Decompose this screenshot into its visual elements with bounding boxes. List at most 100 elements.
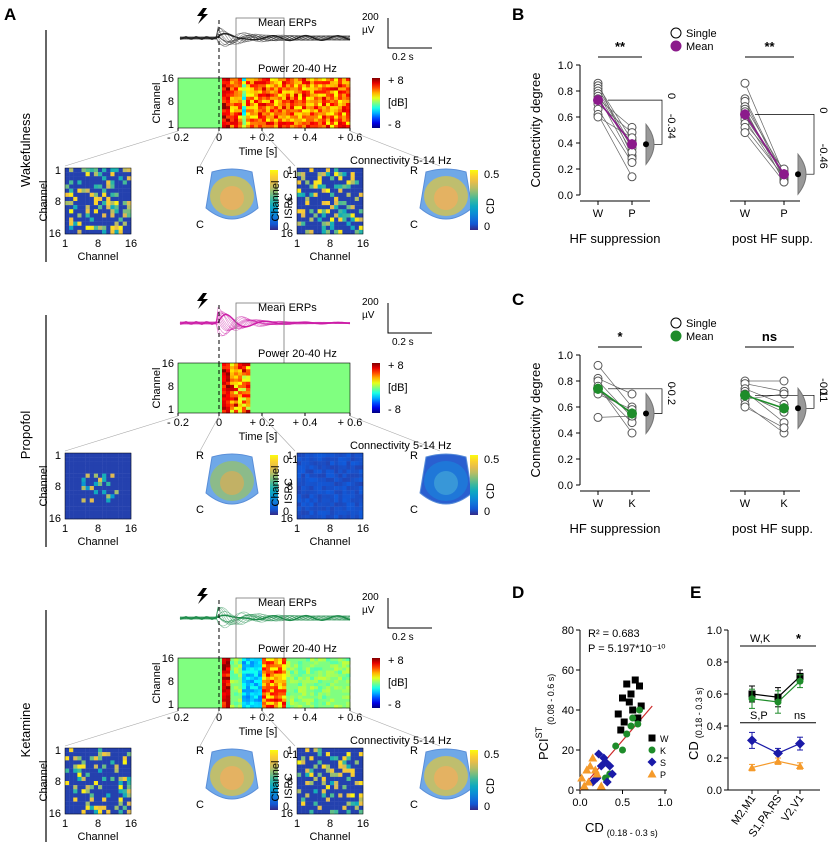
matrix-cell xyxy=(313,809,318,815)
head-activation-core xyxy=(434,766,458,790)
heatmap-cell xyxy=(250,698,255,703)
matrix-cell xyxy=(325,752,331,757)
heatmap-cell xyxy=(330,118,335,123)
heatmap-cell xyxy=(334,109,339,113)
heatmap-cell xyxy=(274,676,279,681)
heatmap-cell xyxy=(246,406,251,411)
heatmap-cell xyxy=(286,118,291,123)
matrix-cell xyxy=(89,457,95,462)
matrix-cell xyxy=(65,176,70,181)
heatmap-cell xyxy=(318,90,323,94)
heatmap-cell xyxy=(238,403,243,408)
heatmap-cell xyxy=(250,99,255,104)
matrix-cell xyxy=(114,752,119,757)
scatter-point-k xyxy=(629,714,637,722)
heatmap-cell xyxy=(278,692,283,696)
matrix-xtick: 1 xyxy=(294,818,300,830)
heatmap-cell xyxy=(234,403,239,408)
matrix-cell xyxy=(309,477,314,483)
heatmap-cell xyxy=(306,124,311,129)
matrix-cell xyxy=(85,469,90,474)
matrix-cell xyxy=(350,473,355,478)
matrix-cell xyxy=(325,797,331,802)
matrix-cell xyxy=(126,469,132,474)
heatmap-cell xyxy=(290,667,295,671)
matrix-cell xyxy=(317,498,322,503)
effect-value: -0.34 xyxy=(665,114,677,139)
matrix-cell xyxy=(342,776,347,782)
matrix-cell xyxy=(85,461,90,466)
matrix-cell xyxy=(118,465,123,470)
matrix-ytick: 1 xyxy=(55,165,61,177)
heatmap-cell xyxy=(254,87,259,91)
matrix-ytick: 1 xyxy=(287,450,293,462)
matrix-cell xyxy=(77,453,82,458)
matrix-cell xyxy=(334,225,339,231)
matrix-cell xyxy=(118,457,123,462)
matrix-cell xyxy=(342,465,347,470)
matrix-cell xyxy=(350,172,355,177)
matrix-cell xyxy=(114,221,119,226)
heatmap-xtick: + 0.4 xyxy=(293,132,318,144)
matrix-cell xyxy=(126,756,132,761)
guide-line xyxy=(349,415,441,452)
heatmap-cell xyxy=(310,121,315,126)
erp-traces xyxy=(179,26,351,47)
matrix-xtick: 16 xyxy=(125,818,137,830)
heatmap-cell xyxy=(298,689,303,693)
heatmap-cell xyxy=(282,78,287,82)
heatmap-cell xyxy=(342,78,347,82)
matrix-cell xyxy=(358,756,364,761)
matrix-cell xyxy=(77,748,82,753)
heatmap-cell xyxy=(250,670,255,674)
heatmap-cell xyxy=(266,658,271,662)
matrix-cell xyxy=(93,465,99,470)
matrix-cell xyxy=(77,192,82,198)
heatmap-cell xyxy=(298,103,303,107)
matrix-cell xyxy=(81,184,86,189)
heatmap-cell xyxy=(286,81,291,85)
heatmap-cell xyxy=(262,667,267,671)
matrix-cell xyxy=(317,514,322,520)
heatmap-cell xyxy=(270,689,275,693)
matrix-cell xyxy=(65,465,70,470)
matrix-cell xyxy=(354,805,360,811)
matrix-cell xyxy=(301,760,306,765)
heatmap-cell xyxy=(282,686,287,690)
heatmap-cell xyxy=(274,661,279,665)
matrix-cell xyxy=(305,797,310,802)
heatmap-cell xyxy=(314,118,319,123)
heatmap-cell xyxy=(234,87,239,91)
matrix-cell xyxy=(301,184,306,189)
matrix-cell xyxy=(354,490,360,495)
matrix-cell xyxy=(309,176,314,181)
heatmap-cell xyxy=(286,661,291,665)
matrix-cell xyxy=(301,217,306,222)
heatmap-cell xyxy=(306,106,311,110)
head-activation-core xyxy=(434,186,458,210)
matrix-cell xyxy=(297,209,302,214)
matrix-cell xyxy=(317,748,322,753)
heatmap-cell xyxy=(346,87,351,91)
matrix-cell xyxy=(354,748,360,753)
heatmap-cell xyxy=(298,87,303,91)
heatmap-cell xyxy=(226,698,231,703)
heatmap-cell xyxy=(222,124,227,129)
heatmap-cell xyxy=(266,698,271,703)
db-bottom: - 8 xyxy=(388,404,401,416)
matrix-cell xyxy=(102,514,107,520)
head-label-r: R xyxy=(410,745,418,757)
matrix-cell xyxy=(126,797,132,802)
matrix-cell xyxy=(354,752,360,757)
heatmap-cell xyxy=(334,96,339,101)
heatmap-cell xyxy=(334,704,339,709)
heatmap-cell xyxy=(250,676,255,681)
heatmap-cell xyxy=(226,112,231,116)
matrix-cell xyxy=(325,490,331,495)
heatmap-cell xyxy=(222,106,227,110)
matrix-cell xyxy=(334,776,339,782)
heatmap-cell xyxy=(230,96,235,101)
matrix-cell xyxy=(317,490,322,495)
matrix-cell xyxy=(126,748,132,753)
heatmap-cell xyxy=(230,90,235,94)
